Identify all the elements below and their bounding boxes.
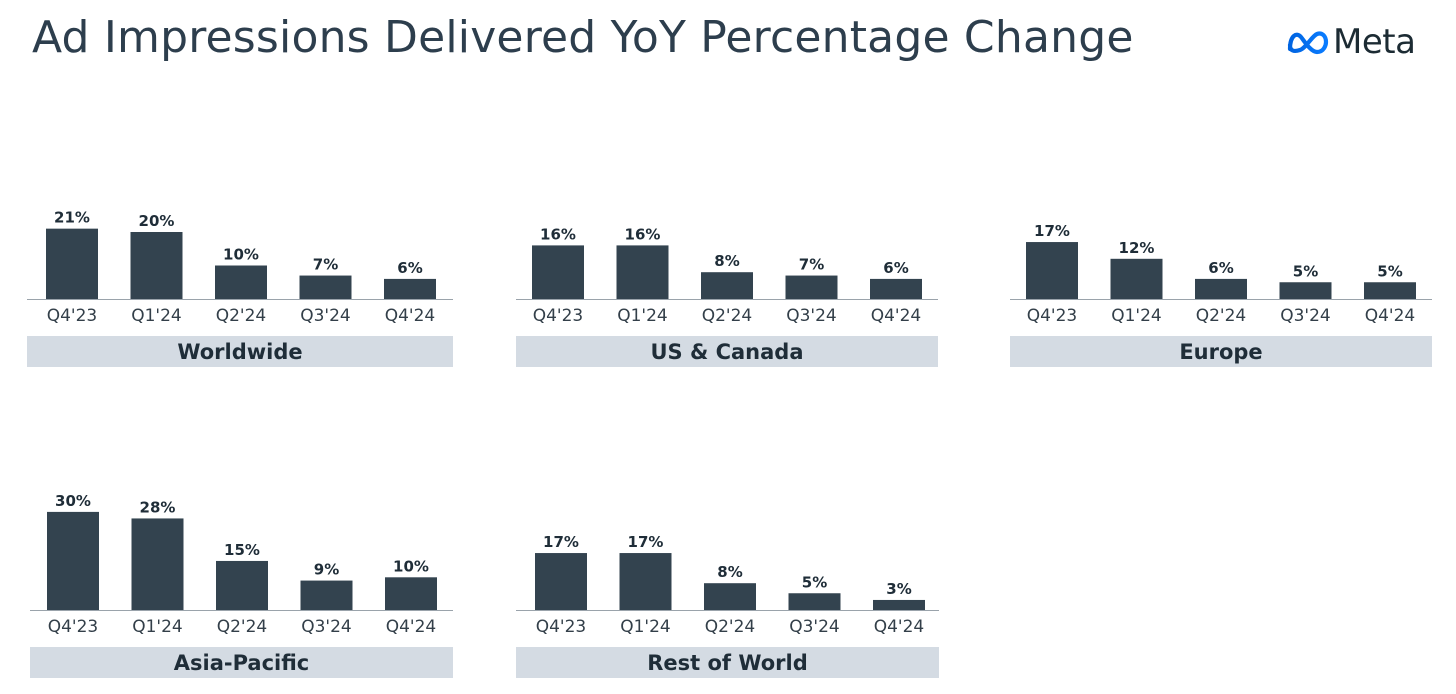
data-label: 16% bbox=[625, 225, 661, 243]
panel-europe: 17% Q4'23 12% Q1'24 6% Q2'24 5% Q3'24 5% Q4'24 Eu… bbox=[1010, 190, 1432, 367]
bar-q4-23 bbox=[535, 553, 587, 610]
bar-q4-24 bbox=[1364, 282, 1416, 299]
bar-q4-24 bbox=[384, 278, 436, 299]
x-tick-label: Q2'24 bbox=[1196, 306, 1247, 326]
x-tick-label: Q3'24 bbox=[1280, 306, 1331, 326]
panel-label-us-canada: US & Canada bbox=[516, 336, 938, 367]
bar-q1-24 bbox=[619, 553, 672, 610]
bar-q3-24 bbox=[785, 275, 838, 299]
panel-label-asia-pacific: Asia-Pacific bbox=[30, 647, 453, 678]
data-label: 20% bbox=[139, 212, 175, 230]
data-label: 10% bbox=[223, 246, 259, 264]
bar-q3-24 bbox=[300, 580, 353, 610]
data-label: 5% bbox=[1377, 262, 1402, 280]
meta-infinity-icon bbox=[1287, 31, 1329, 55]
chart-europe: 17% Q4'23 12% Q1'24 6% Q2'24 5% Q3'24 5% Q4'24 bbox=[1010, 222, 1432, 326]
x-tick-label: Q4'24 bbox=[874, 617, 925, 637]
x-tick-label: Q4'23 bbox=[533, 306, 584, 326]
panel-label-europe: Europe bbox=[1010, 336, 1432, 367]
x-tick-label: Q1'24 bbox=[617, 306, 668, 326]
bar-q4-23 bbox=[1026, 242, 1078, 299]
x-tick-label: Q1'24 bbox=[620, 617, 671, 637]
chart-rest-of-world: 17% Q4'23 17% Q1'24 8% Q2'24 5% Q3'24 3% Q4'24 bbox=[516, 533, 939, 637]
data-label: 17% bbox=[543, 533, 579, 551]
data-label: 6% bbox=[1208, 259, 1233, 277]
bar-q3-24 bbox=[1279, 282, 1332, 299]
x-tick-label: Q2'24 bbox=[702, 306, 753, 326]
bar-q2-24 bbox=[216, 560, 268, 610]
bar-q4-23 bbox=[532, 245, 584, 299]
x-tick-label: Q3'24 bbox=[300, 306, 351, 326]
x-tick-label: Q4'23 bbox=[47, 306, 98, 326]
x-tick-label: Q2'24 bbox=[705, 617, 756, 637]
data-label: 30% bbox=[55, 492, 91, 510]
bar-q4-24 bbox=[870, 278, 922, 299]
x-tick-label: Q1'24 bbox=[1111, 306, 1162, 326]
x-tick-label: Q4'23 bbox=[1027, 306, 1078, 326]
bar-q4-23 bbox=[46, 228, 98, 299]
data-label: 21% bbox=[54, 209, 90, 227]
meta-logo-text: Meta bbox=[1333, 22, 1416, 62]
data-label: 7% bbox=[313, 256, 338, 274]
data-label: 5% bbox=[1293, 262, 1318, 280]
data-label: 16% bbox=[540, 225, 576, 243]
x-tick-label: Q4'24 bbox=[385, 306, 436, 326]
x-tick-label: Q2'24 bbox=[217, 617, 268, 637]
data-label: 3% bbox=[886, 580, 911, 598]
data-label: 6% bbox=[883, 259, 908, 277]
data-label: 17% bbox=[1034, 222, 1070, 240]
data-label: 5% bbox=[802, 573, 827, 591]
data-label: 9% bbox=[314, 561, 339, 579]
x-tick-label: Q1'24 bbox=[131, 306, 182, 326]
data-label: 7% bbox=[799, 256, 824, 274]
bar-q1-24 bbox=[1110, 258, 1163, 299]
bar-q3-24 bbox=[299, 275, 352, 299]
data-label: 8% bbox=[717, 563, 742, 581]
chart-us-canada: 16% Q4'23 16% Q1'24 8% Q2'24 7% Q3'24 6% Q4'24 bbox=[516, 225, 938, 326]
x-tick-label: Q1'24 bbox=[132, 617, 183, 637]
panel-label-rest-of-world: Rest of World bbox=[516, 647, 939, 678]
panel-us-canada: 16% Q4'23 16% Q1'24 8% Q2'24 7% Q3'24 6% Q4'24 US… bbox=[516, 190, 938, 367]
panel-worldwide: 21% Q4'23 20% Q1'24 10% Q2'24 7% Q3'24 6% Q4'24 W… bbox=[27, 190, 453, 367]
x-tick-label: Q3'24 bbox=[789, 617, 840, 637]
bar-q1-24 bbox=[130, 232, 183, 299]
x-tick-label: Q4'24 bbox=[386, 617, 437, 637]
x-tick-label: Q2'24 bbox=[216, 306, 267, 326]
bar-q4-24 bbox=[385, 577, 437, 610]
x-tick-label: Q3'24 bbox=[301, 617, 352, 637]
chart-asia-pacific: 30% Q4'23 28% Q1'24 15% Q2'24 9% Q3'24 10% Q4'24 bbox=[30, 492, 453, 637]
meta-logo: Meta bbox=[1287, 22, 1416, 62]
data-label: 28% bbox=[140, 498, 176, 516]
bar-q1-24 bbox=[131, 518, 184, 610]
bar-q1-24 bbox=[616, 245, 669, 299]
x-tick-label: Q4'24 bbox=[871, 306, 922, 326]
x-tick-label: Q3'24 bbox=[786, 306, 837, 326]
x-tick-label: Q4'23 bbox=[48, 617, 99, 637]
data-label: 12% bbox=[1119, 239, 1155, 257]
bar-q2-24 bbox=[1195, 278, 1247, 299]
panel-rest-of-world: 17% Q4'23 17% Q1'24 8% Q2'24 5% Q3'24 3% Q4'24 Re… bbox=[516, 480, 939, 678]
panel-label-worldwide: Worldwide bbox=[27, 336, 453, 367]
page-title: Ad Impressions Delivered YoY Percentage … bbox=[32, 12, 1134, 63]
data-label: 15% bbox=[224, 541, 260, 559]
bar-q3-24 bbox=[788, 593, 841, 610]
x-tick-label: Q4'23 bbox=[536, 617, 587, 637]
bar-q2-24 bbox=[215, 265, 267, 299]
bar-q4-24 bbox=[873, 599, 925, 610]
data-label: 10% bbox=[393, 557, 429, 575]
data-label: 8% bbox=[714, 252, 739, 270]
bar-q2-24 bbox=[701, 272, 753, 299]
data-label: 6% bbox=[397, 259, 422, 277]
x-tick-label: Q4'24 bbox=[1365, 306, 1416, 326]
panel-asia-pacific: 30% Q4'23 28% Q1'24 15% Q2'24 9% Q3'24 10% Q4'24 … bbox=[30, 480, 453, 678]
bar-q2-24 bbox=[704, 583, 756, 610]
chart-worldwide: 21% Q4'23 20% Q1'24 10% Q2'24 7% Q3'24 6% Q4'24 bbox=[27, 209, 453, 326]
bar-q4-23 bbox=[47, 511, 99, 610]
data-label: 17% bbox=[628, 533, 664, 551]
